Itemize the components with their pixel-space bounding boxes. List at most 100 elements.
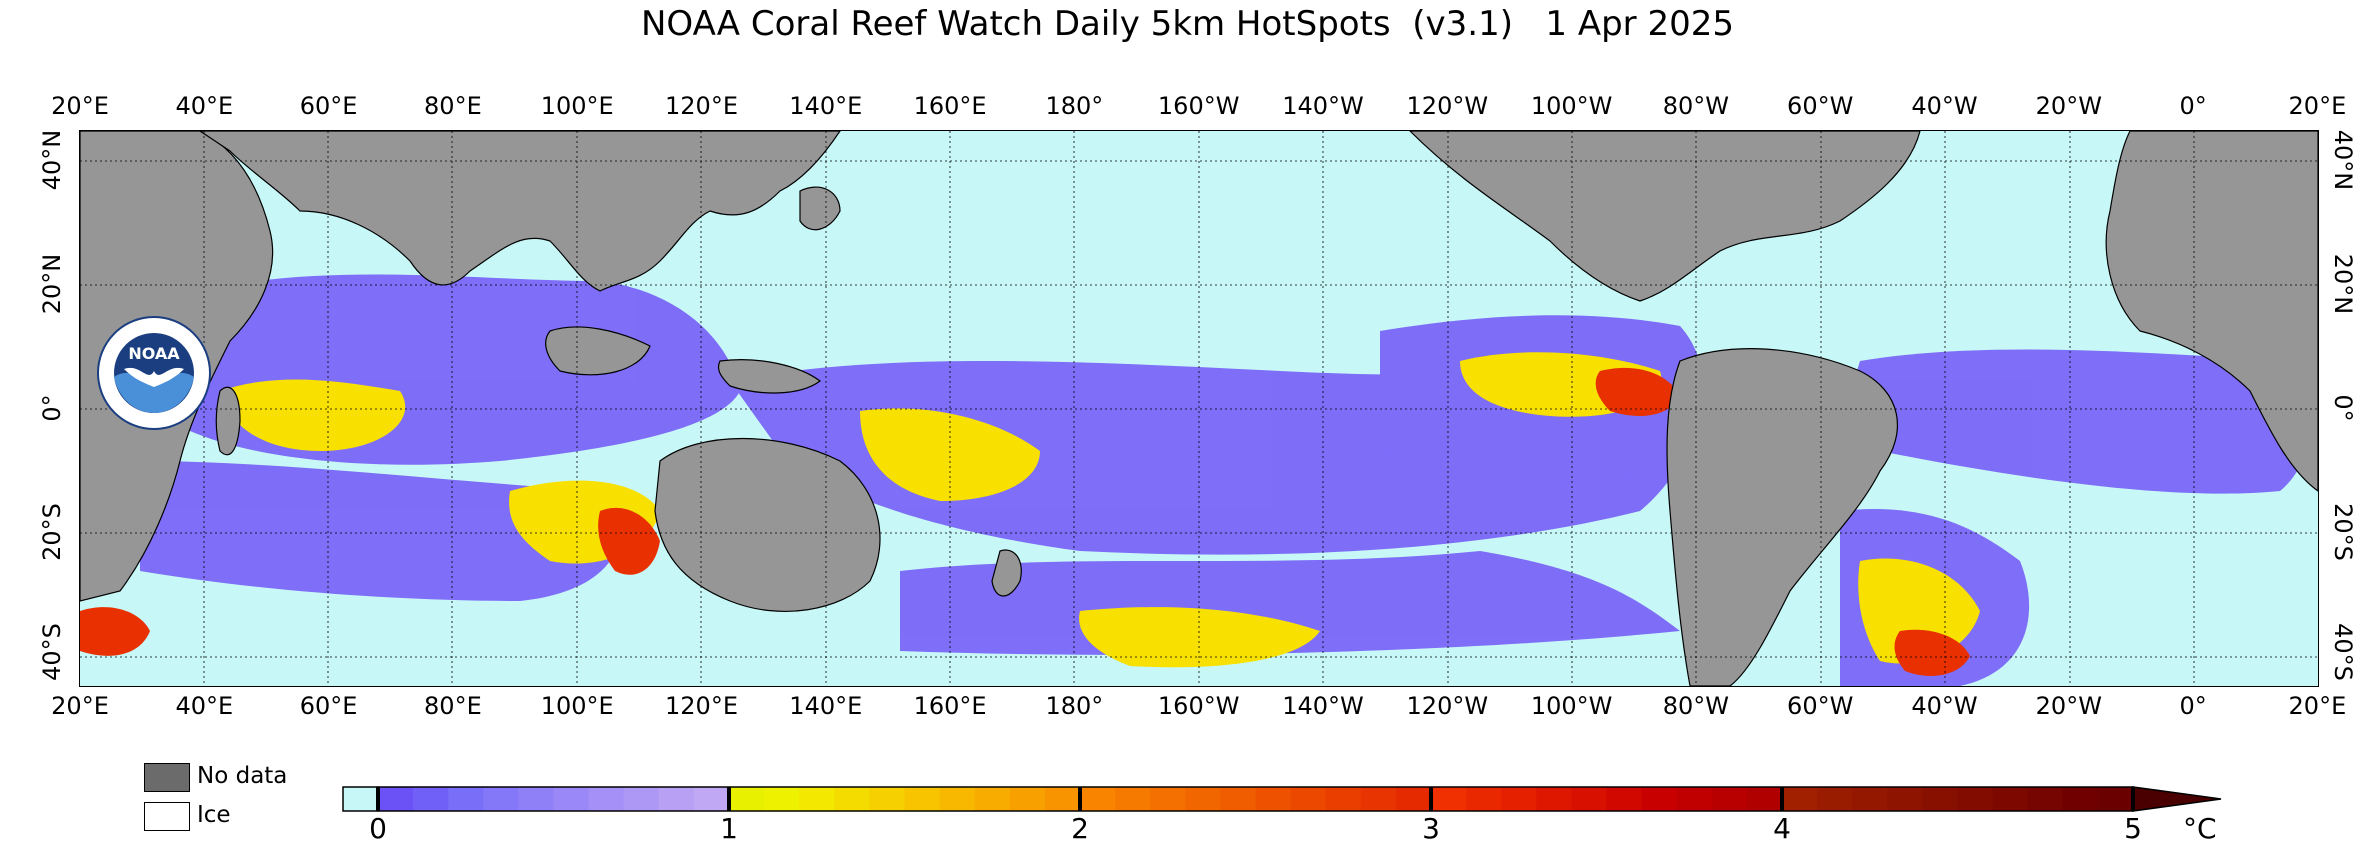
colorbar-tick-label: 3 [1422,812,1440,845]
colorbar-no-stress-box [342,786,379,812]
colorbar-swatch [1220,787,1256,811]
longitude-label: 40°W [1911,692,1978,720]
colorbar-overflow-arrow [2132,786,2222,812]
colorbar-tick-label: 1 [720,812,738,845]
colorbar-swatch [588,787,625,811]
coral-sea-warning [860,408,1040,501]
latitude-label: 0° [38,394,66,422]
longitude-label: 180° [1045,692,1104,720]
colorbar-swatch [1887,787,1923,811]
colorbar-swatch [413,787,449,811]
colorbar-swatch [378,787,414,811]
borneo-sumatra [545,326,651,376]
colorbar-tick-label: 5 [2124,812,2142,845]
colorbar-tick-label: 2 [1071,812,1089,845]
longitude-label: 80°W [1662,692,1730,720]
longitude-label: 40°W [1911,92,1978,120]
longitude-label: 100°W [1530,92,1613,120]
latitude-label: 20°N [2329,253,2357,315]
colorbar-swatch [1185,787,1221,811]
colorbar-swatch [1501,787,1537,811]
latitude-label: 20°S [2329,503,2357,561]
colorbar-swatch [2062,787,2099,811]
south-indian-watch [140,461,620,601]
south-pacific-warning [1079,607,1320,668]
longitude-label: 0° [2179,692,2207,720]
longitude-label: 160°W [1157,92,1240,120]
colorbar-swatch [623,787,660,811]
longitude-label: 140°E [789,692,863,720]
longitude-label: 120°W [1406,692,1489,720]
longitude-label: 40°E [175,692,234,720]
longitude-label: 160°W [1157,692,1240,720]
west-australia-alert [598,507,660,575]
colorbar-swatch [1466,787,1502,811]
colorbar-swatch [518,787,554,811]
longitude-label: 160°E [913,92,987,120]
colorbar-swatch [1009,787,1046,811]
longitude-label: 20°E [51,92,109,120]
colorbar-swatch [1536,787,1572,811]
colorbar-swatch [1255,787,1292,811]
south-america [1666,348,1898,686]
peru-alert [1595,367,1680,416]
south-atlantic-alert [1894,629,1970,676]
colorbar-swatch [799,787,835,811]
longitude-label: 120°W [1406,92,1489,120]
longitude-label: 140°W [1282,692,1364,720]
africa-east [2105,131,2318,492]
madagascar [215,386,241,456]
hotspot-map[interactable]: NOAA [79,130,2319,687]
colorbar-swatch [1431,787,1467,811]
colorbar-swatch [904,787,941,811]
legend-no-data-swatch [144,763,190,792]
longitude-label: 100°E [540,692,614,720]
latitude-label: 20°N [38,253,66,315]
colorbar-swatch [834,787,870,811]
australia [654,437,881,612]
colorbar-swatch [1957,787,1994,811]
longitude-label: 60°E [299,92,358,120]
longitude-label: 20°W [2035,92,2102,120]
longitude-label: 100°E [540,92,614,120]
colorbar-tick-label: 4 [1773,812,1791,845]
indian-warning-1 [220,379,406,451]
colorbar-swatch [2027,787,2064,811]
latitude-label: 40°N [38,129,66,191]
longitude-label: 140°E [789,92,863,120]
colorbar-swatch [1676,787,1713,811]
north-america [1409,131,1921,302]
colorbar-unit: °C [2183,812,2217,845]
colorbar-swatch [448,787,484,811]
colorbar-swatch [1922,787,1958,811]
latitude-label: 0° [2329,394,2357,422]
colorbar-swatch [1852,787,1888,811]
colorbar-swatch [869,787,905,811]
colorbar-swatch [939,787,976,811]
longitude-label: 80°E [424,692,482,720]
colorbar-swatch [1044,787,1081,811]
longitude-label: 20°W [2035,692,2102,720]
agulhas-alert [80,607,150,656]
new-guinea [717,359,822,394]
longitude-label: 60°W [1787,692,1854,720]
longitude-label: 120°E [665,92,738,120]
colorbar-swatch [553,787,590,811]
colorbar-swatch [1641,787,1678,811]
latitude-label: 40°N [2329,129,2357,191]
colorbar-swatch [1150,787,1186,811]
colorbar-tick-label: 0 [369,812,387,845]
legend-ice-label: Ice [197,802,231,828]
map-title: NOAA Coral Reef Watch Daily 5km HotSpots… [641,4,1734,44]
new-zealand [991,549,1022,597]
colorbar-swatch [1325,787,1362,811]
colorbar-swatch [1782,787,1818,811]
longitude-label: 0° [2179,92,2207,120]
colorbar-swatch [658,787,695,811]
latitude-label: 20°S [38,503,66,561]
longitude-label: 80°W [1662,92,1730,120]
colorbar-swatch [2097,787,2134,811]
longitude-label: 160°E [913,692,987,720]
longitude-label: 120°E [665,692,738,720]
longitude-label: 100°W [1530,692,1613,720]
